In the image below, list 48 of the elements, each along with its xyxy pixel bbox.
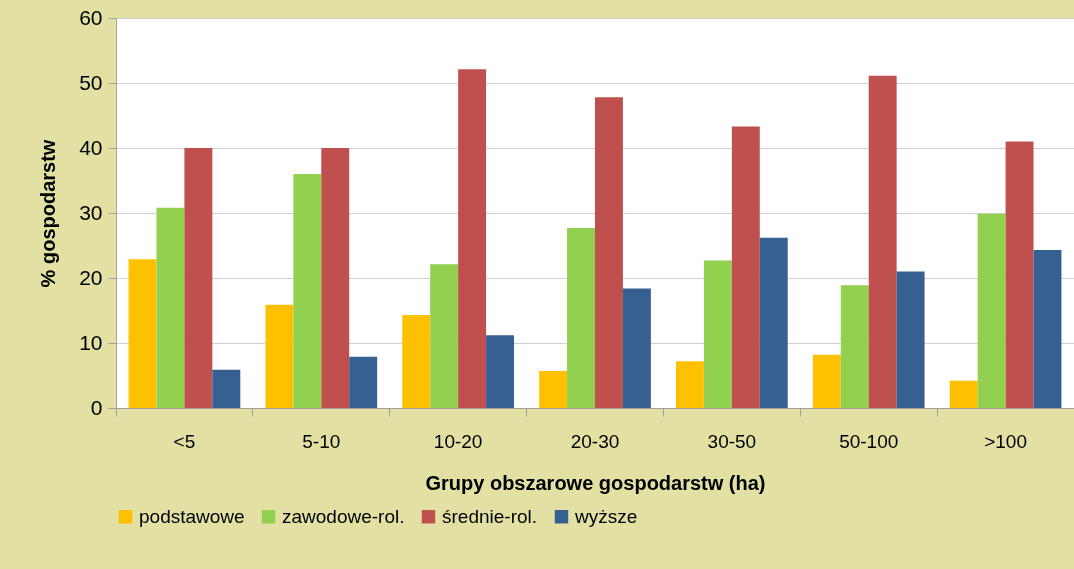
bar [812,354,841,408]
y-tick-label: 60 [79,5,103,29]
x-tick-label: 20-30 [570,430,620,452]
legend-label: podstawowe [139,505,245,527]
bar [703,260,732,408]
bar [156,207,185,408]
bar [622,288,651,408]
y-tick-label: 40 [79,135,103,159]
bar [595,97,623,408]
bar [458,69,487,408]
bar [430,264,459,408]
y-tick-label: 50 [79,70,103,94]
y-tick-label: 0 [90,395,103,419]
bar [349,356,378,408]
bar [1033,250,1062,408]
y-tick-label: 30 [79,200,103,224]
legend-label: średnie-rol. [442,505,538,527]
bar [212,369,241,408]
bar [949,380,978,408]
bar [128,259,157,408]
x-axis-title: Grupy obszarowe gospodarstw (ha) [425,471,766,494]
x-tick-label: 30-50 [707,430,757,452]
y-tick-label: 10 [79,330,103,354]
bar [293,174,322,408]
bar [184,148,213,408]
x-tick-label: 10-20 [433,430,483,452]
x-tick-label: 5-10 [302,430,341,452]
x-tick-label: <5 [173,430,196,452]
bar [321,148,350,408]
bar [731,126,760,408]
bar [486,335,514,408]
bar [676,361,704,408]
bar [265,304,294,408]
bar [896,271,925,408]
bar [539,370,568,408]
x-tick-label: 50-100 [839,430,899,452]
x-tick-label: >100 [984,430,1027,452]
bar [840,285,869,408]
legend-label: wyższe [574,505,638,527]
bar [977,213,1006,408]
legend-label: zawodowe-rol. [282,505,405,527]
bar [759,237,788,408]
y-tick-label: 20 [79,265,103,289]
bar [567,227,595,408]
bar [868,75,897,408]
bar [1005,141,1034,408]
y-axis-title: % gospodarstw [37,139,60,288]
bar [402,315,431,408]
